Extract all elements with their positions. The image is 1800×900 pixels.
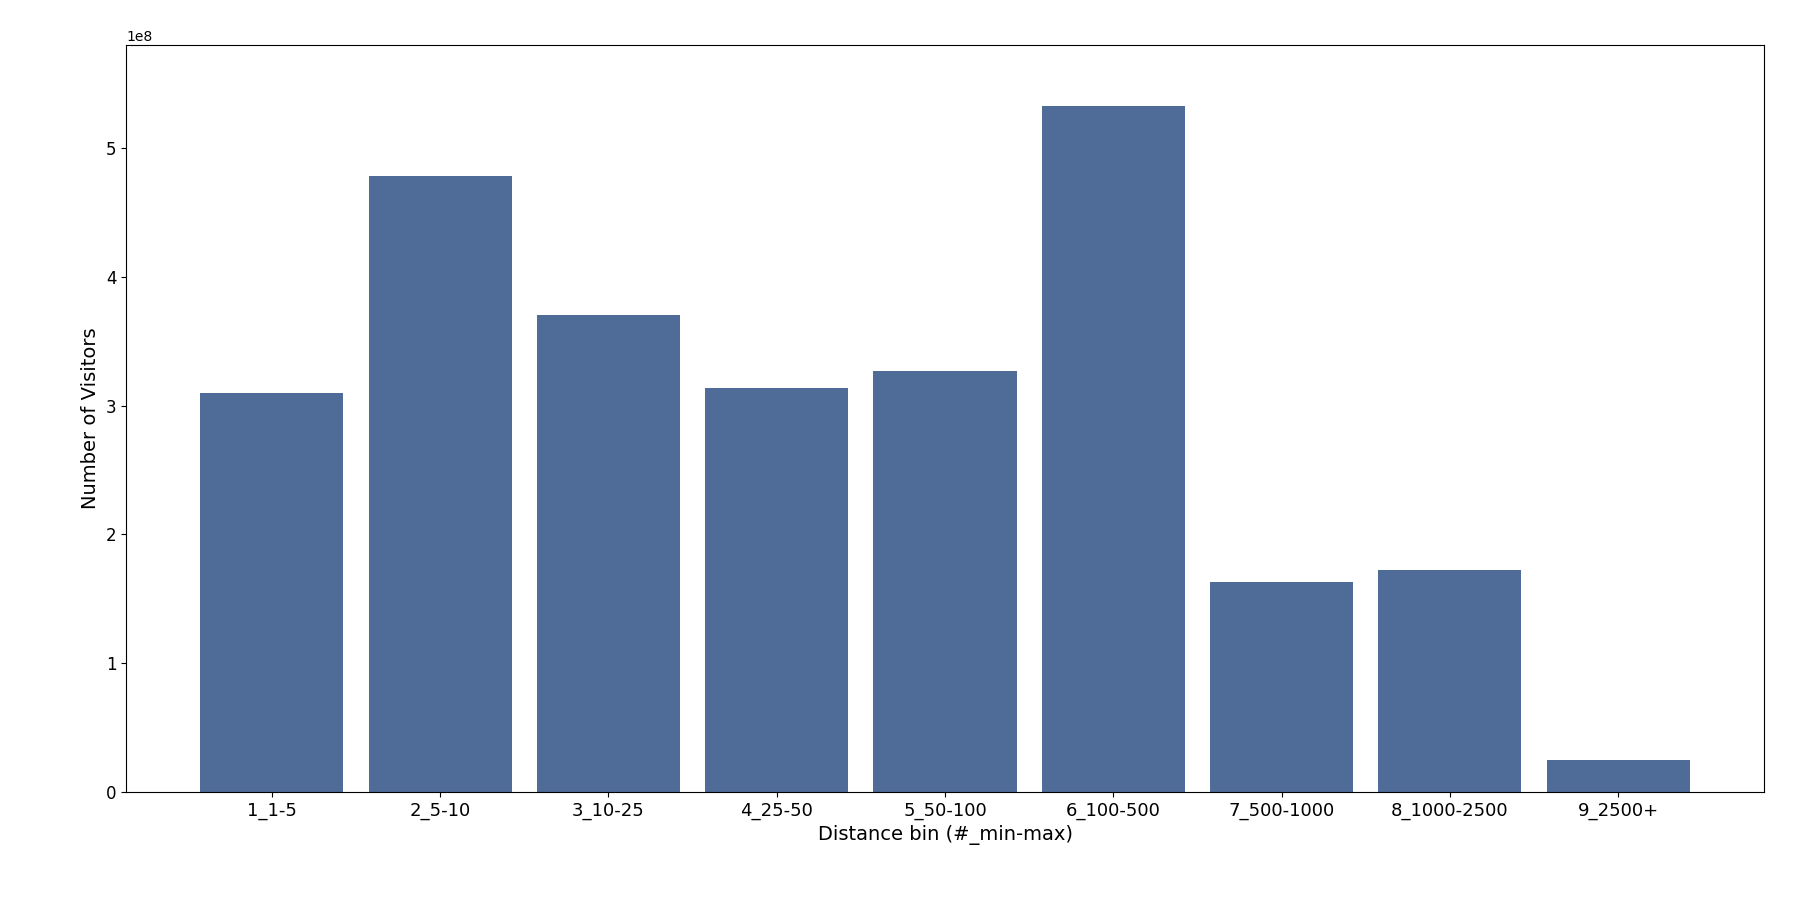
Bar (1210, 582, 1354, 792)
Bar (1379, 571, 1521, 792)
Bar (200, 392, 344, 792)
X-axis label: Distance bin (#_min-max): Distance bin (#_min-max) (817, 825, 1073, 845)
Bar (536, 316, 680, 792)
Bar (706, 388, 848, 792)
Bar (1546, 760, 1690, 792)
Bar (369, 176, 511, 792)
Bar (1042, 105, 1184, 792)
Y-axis label: Number of Visitors: Number of Visitors (81, 328, 101, 509)
Bar (873, 371, 1017, 792)
